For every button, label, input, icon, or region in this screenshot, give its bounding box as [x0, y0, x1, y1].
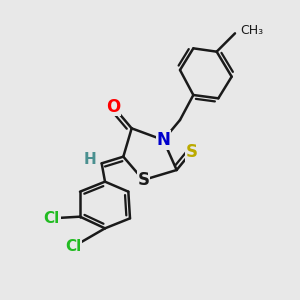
Text: Cl: Cl	[44, 211, 60, 226]
Text: CH₃: CH₃	[240, 24, 263, 37]
Text: N: N	[156, 131, 170, 149]
Text: H: H	[84, 152, 96, 167]
Text: S: S	[137, 171, 149, 189]
Text: S: S	[186, 143, 198, 161]
Text: Cl: Cl	[65, 239, 82, 254]
Text: O: O	[106, 98, 121, 116]
